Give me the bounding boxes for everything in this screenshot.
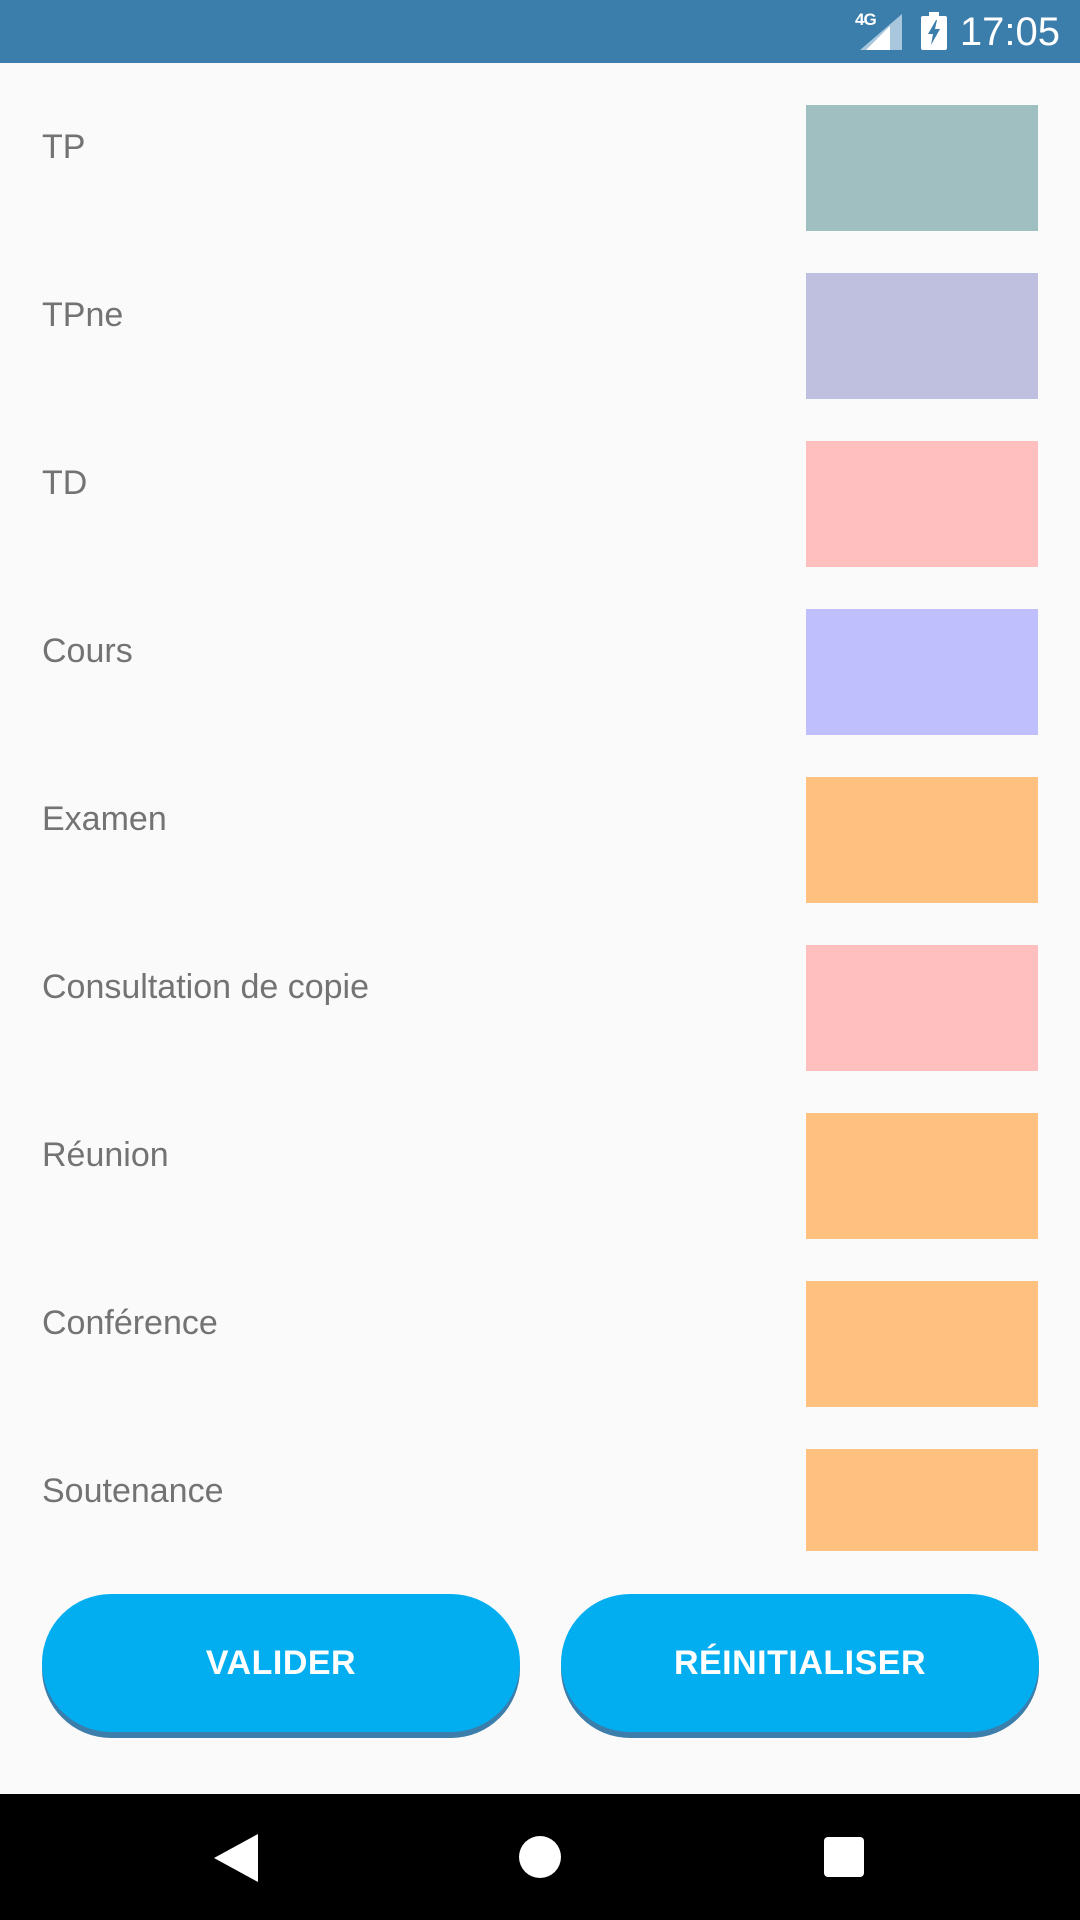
color-row-label: TPne	[42, 296, 124, 334]
home-icon[interactable]	[519, 1836, 561, 1878]
color-row-label: Conférence	[42, 1304, 218, 1342]
color-row-label: Soutenance	[42, 1472, 224, 1510]
color-swatch[interactable]	[806, 609, 1038, 735]
color-row: TPne	[0, 231, 1080, 399]
color-row: TD	[0, 399, 1080, 567]
color-settings-list: TP TPne TD Cours Examen Consultation de …	[0, 63, 1080, 1553]
clock: 17:05	[959, 10, 1060, 54]
color-row-label: TP	[42, 128, 86, 166]
color-row: Examen	[0, 735, 1080, 903]
color-swatch[interactable]	[806, 441, 1038, 567]
validate-button[interactable]: VALIDER	[42, 1594, 520, 1732]
color-row: TP	[0, 63, 1080, 231]
battery-charging-icon	[921, 12, 947, 50]
color-swatch[interactable]	[806, 105, 1038, 231]
color-swatch[interactable]	[806, 1113, 1038, 1239]
color-swatch[interactable]	[806, 777, 1038, 903]
color-row-label: Cours	[42, 632, 133, 670]
back-icon[interactable]	[214, 1834, 258, 1882]
color-row-label: Réunion	[42, 1136, 169, 1174]
reset-button[interactable]: RÉINITIALISER	[561, 1594, 1039, 1732]
color-row: Réunion	[0, 1071, 1080, 1239]
color-swatch[interactable]	[806, 273, 1038, 399]
color-row: Soutenance	[0, 1407, 1080, 1553]
color-row: Cours	[0, 567, 1080, 735]
color-row-label: TD	[42, 464, 88, 502]
signal-icon	[860, 14, 902, 50]
color-row: Consultation de copie	[0, 903, 1080, 1071]
color-swatch[interactable]	[806, 1281, 1038, 1407]
recent-apps-icon[interactable]	[824, 1837, 864, 1877]
network-type-label: 4G	[855, 10, 877, 29]
color-row: Conférence	[0, 1239, 1080, 1407]
status-bar: 4G 17:05	[0, 0, 1080, 63]
color-row-label: Examen	[42, 800, 167, 838]
color-swatch[interactable]	[806, 945, 1038, 1071]
navigation-bar	[0, 1794, 1080, 1920]
color-row-label: Consultation de copie	[42, 968, 370, 1006]
color-swatch[interactable]	[806, 1449, 1038, 1551]
